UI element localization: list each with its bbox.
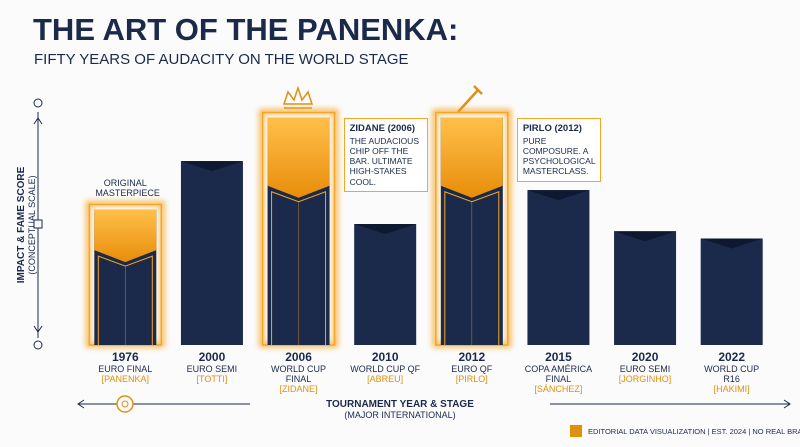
annotation: ORIGINAL MASTERPIECE: [95, 178, 160, 199]
player-label: [PANENKA]: [101, 374, 149, 385]
player-label: [JORGINHO]: [618, 374, 672, 385]
x-tick-label: 2006: [285, 350, 312, 364]
bar-cap: [440, 117, 503, 198]
stage-label: WORLD CUP QF: [350, 364, 421, 375]
ball-icon-center: [121, 400, 129, 408]
bar-top: [614, 231, 677, 242]
x-tick-label: 2000: [198, 350, 226, 364]
footer-icon: [570, 425, 582, 437]
x-tick-label: 2022: [718, 350, 746, 364]
x-tick-group: 2006 WORLD CUP FINAL [ZIDANE]: [257, 350, 341, 395]
chart-title: THE ART OF THE PANENKA:: [33, 12, 458, 47]
player-label: [HAKIMI]: [713, 383, 750, 394]
player-label: [ZIDANE]: [279, 383, 318, 394]
bar: [180, 161, 243, 345]
y-axis-label: IMPACT & FAME SCORE: [16, 166, 27, 283]
stage-label: WORLD CUP FINAL: [271, 364, 327, 385]
callout-text: THE AUDACIOUS CHIP OFF THE BAR. ULTIMATE…: [349, 135, 419, 187]
y-tick-mark: [33, 340, 43, 350]
x-tick-group: 2015 COPA AMÉRICA FINAL [SÁNCHEZ]: [516, 350, 600, 395]
player-label: [TOTTI]: [196, 374, 228, 385]
bar-top: [700, 238, 763, 249]
bar: [614, 231, 677, 345]
x-tick-group: 2022 WORLD CUP R16 [HAKIMI]: [690, 350, 774, 395]
stage-label: EURO SEMI: [186, 364, 238, 375]
x-tick-group: 2010 WORLD CUP QF [ABREU]: [343, 350, 427, 385]
x-tick-label: 2020: [631, 350, 659, 364]
player-label: [SÁNCHEZ]: [534, 383, 583, 394]
bar-cap: [267, 117, 330, 198]
y-axis-arrows: [33, 117, 43, 333]
wand-icon: [457, 85, 483, 113]
bar-top: [354, 224, 417, 234]
x-tick-group: 1976 EURO FINAL [PANENKA]: [83, 350, 167, 385]
stage-label: WORLD CUP R16: [704, 364, 760, 385]
x-axis-sublabel: (MAJOR INTERNATIONAL): [344, 410, 455, 420]
bar-top: [180, 161, 243, 172]
x-tick-group: 2000 EURO SEMI [TOTTI]: [170, 350, 254, 385]
bar-top: [527, 190, 590, 201]
x-axis-label: TOURNAMENT YEAR & STAGE: [326, 399, 474, 410]
chart-subtitle: FIFTY YEARS OF AUDACITY ON THE WORLD STA…: [34, 51, 409, 68]
callout: PIRLO (2012) PURE COMPOSURE. A PSYCHOLOGI…: [516, 117, 601, 182]
x-tick-label: 2010: [371, 350, 399, 364]
stage-label: EURO QF: [451, 364, 493, 375]
x-axis-arrows: [77, 399, 791, 409]
bar: [700, 238, 763, 345]
callout-title: PIRLO (2012): [522, 122, 582, 134]
x-tick-group: 2020 EURO SEMI [JORGINHO]: [603, 350, 687, 385]
y-tick-mark: [33, 98, 43, 108]
bar: [354, 224, 417, 345]
y-tick-mark: [33, 219, 43, 229]
ball-icon: [116, 395, 134, 413]
x-tick-label: 1976: [111, 350, 139, 364]
stage-label: EURO SEMI: [619, 364, 671, 375]
x-label-bg: [250, 398, 550, 420]
stage-label: COPA AMÉRICA FINAL: [524, 364, 593, 385]
bar-cap: [94, 209, 157, 263]
callout-text: PURE COMPOSURE. A PSYCHOLOGICAL MASTERCL…: [522, 135, 596, 177]
footer: EDITORIAL DATA VISUALIZATION | EST. 2024…: [588, 427, 800, 436]
x-tick-label: 2015: [545, 350, 572, 364]
callout-title: ZIDANE (2006): [349, 122, 416, 134]
x-tick-group: 2012 EURO QF [PIRLO]: [430, 350, 514, 385]
stage-label: EURO FINAL: [98, 364, 153, 375]
player-label: [ABREU]: [367, 374, 404, 385]
callout: ZIDANE (2006) THE AUDACIOUS CHIP OFF THE …: [343, 117, 428, 192]
player-label: [PIRLO]: [455, 374, 488, 385]
y-axis-sublabel: (CONCEPTUAL SCALE): [27, 175, 37, 274]
crown-icon: [282, 85, 314, 109]
bar: [527, 190, 590, 345]
x-tick-label: 2012: [458, 350, 486, 364]
